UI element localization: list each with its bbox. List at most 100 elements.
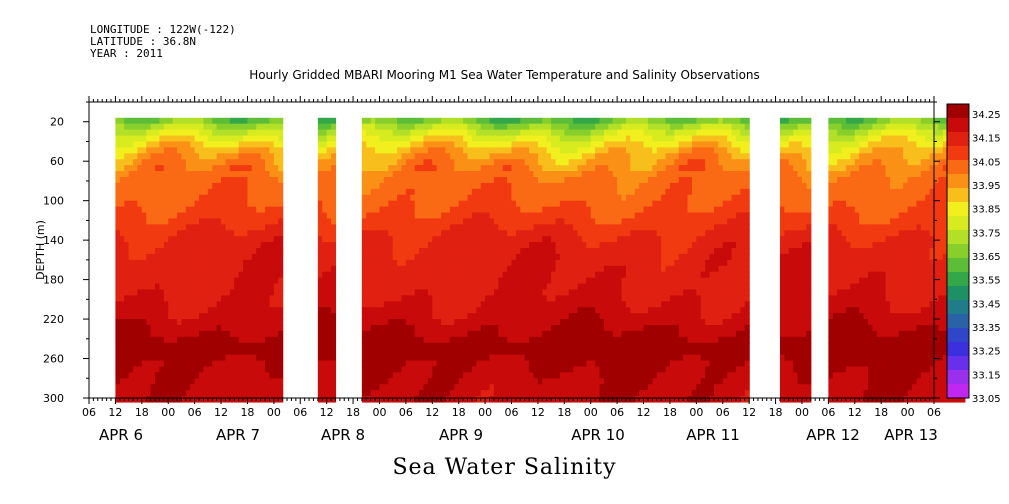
data-cell xyxy=(480,396,486,403)
data-cell xyxy=(137,372,143,379)
data-cell xyxy=(199,242,205,249)
data-cell xyxy=(625,147,631,154)
data-cell xyxy=(124,218,130,225)
data-cell xyxy=(172,354,178,362)
data-cell xyxy=(564,307,570,314)
data-cell xyxy=(278,283,284,291)
data-cell xyxy=(190,253,196,261)
data-cell xyxy=(326,230,332,237)
data-cell xyxy=(617,342,623,350)
data-cell xyxy=(155,348,161,356)
data-cell xyxy=(502,319,508,326)
data-cell xyxy=(564,253,570,261)
data-cell xyxy=(621,218,627,225)
data-cell xyxy=(476,342,482,350)
data-cell xyxy=(612,366,618,373)
data-cell xyxy=(203,248,209,255)
data-cell xyxy=(375,319,381,326)
data-cell xyxy=(546,147,552,154)
data-cell xyxy=(203,301,209,308)
data-cell xyxy=(533,165,539,172)
data-cell xyxy=(573,141,579,148)
data-cell xyxy=(172,348,178,356)
data-cell xyxy=(423,224,429,231)
data-cell xyxy=(467,295,473,302)
data-cell xyxy=(586,330,592,338)
data-cell xyxy=(436,129,442,137)
data-cell xyxy=(199,330,205,338)
data-cell xyxy=(533,188,539,196)
data-cell xyxy=(625,396,631,403)
data-cell xyxy=(568,283,574,291)
data-cell xyxy=(533,194,539,202)
data-cell xyxy=(515,360,521,368)
data-cell xyxy=(603,277,609,285)
data-cell xyxy=(423,242,429,249)
data-cell xyxy=(529,147,535,154)
data-cell xyxy=(507,141,513,148)
data-cell xyxy=(243,188,249,196)
data-cell xyxy=(317,330,323,338)
data-cell xyxy=(414,135,420,143)
latitude-label: LATITUDE : 36.8N xyxy=(90,35,196,48)
data-cell xyxy=(441,135,447,143)
data-cell xyxy=(185,153,191,160)
data-cell xyxy=(128,277,134,285)
data-cell xyxy=(520,259,526,267)
data-cell xyxy=(168,253,174,261)
data-cell xyxy=(366,265,372,273)
data-cell xyxy=(234,165,240,172)
data-cell xyxy=(392,277,398,285)
data-cell xyxy=(216,147,222,154)
data-cell xyxy=(168,295,174,302)
data-cell xyxy=(419,236,425,243)
data-cell xyxy=(599,165,605,172)
data-cell xyxy=(379,372,385,379)
data-cell xyxy=(366,176,372,184)
data-cell xyxy=(229,253,235,261)
data-cell xyxy=(207,176,213,184)
data-cell xyxy=(480,354,486,362)
data-cell xyxy=(476,218,482,225)
data-cell xyxy=(397,384,403,391)
data-cell xyxy=(463,236,469,243)
data-cell xyxy=(331,307,337,314)
data-cell xyxy=(608,336,614,344)
data-cell xyxy=(410,200,416,208)
data-cell xyxy=(441,301,447,308)
data-cell xyxy=(529,123,535,131)
data-cell xyxy=(419,218,425,225)
data-cell xyxy=(520,301,526,308)
data-cell xyxy=(621,271,627,279)
data-cell xyxy=(423,176,429,184)
data-cell xyxy=(133,289,139,296)
data-cell xyxy=(507,324,513,332)
data-cell xyxy=(361,182,367,190)
data-cell xyxy=(419,171,425,178)
data-cell xyxy=(203,159,209,166)
data-cell xyxy=(458,271,464,279)
data-cell xyxy=(194,200,200,208)
data-cell xyxy=(502,360,508,368)
data-cell xyxy=(568,129,574,137)
data-cell xyxy=(603,176,609,184)
data-cell xyxy=(599,277,605,285)
data-cell xyxy=(119,200,125,208)
data-cell xyxy=(608,218,614,225)
data-cell xyxy=(581,159,587,166)
data-cell xyxy=(383,224,389,231)
data-cell xyxy=(203,236,209,243)
data-cell xyxy=(463,200,469,208)
data-cell xyxy=(405,354,411,362)
data-cell xyxy=(617,176,623,184)
data-cell xyxy=(463,295,469,302)
data-cell xyxy=(476,141,482,148)
data-cell xyxy=(617,248,623,255)
data-cell xyxy=(124,289,130,296)
data-cell xyxy=(524,396,530,403)
data-cell xyxy=(260,159,266,166)
data-cell xyxy=(581,165,587,172)
data-cell xyxy=(128,253,134,261)
data-cell xyxy=(480,253,486,261)
data-cell xyxy=(559,366,565,373)
